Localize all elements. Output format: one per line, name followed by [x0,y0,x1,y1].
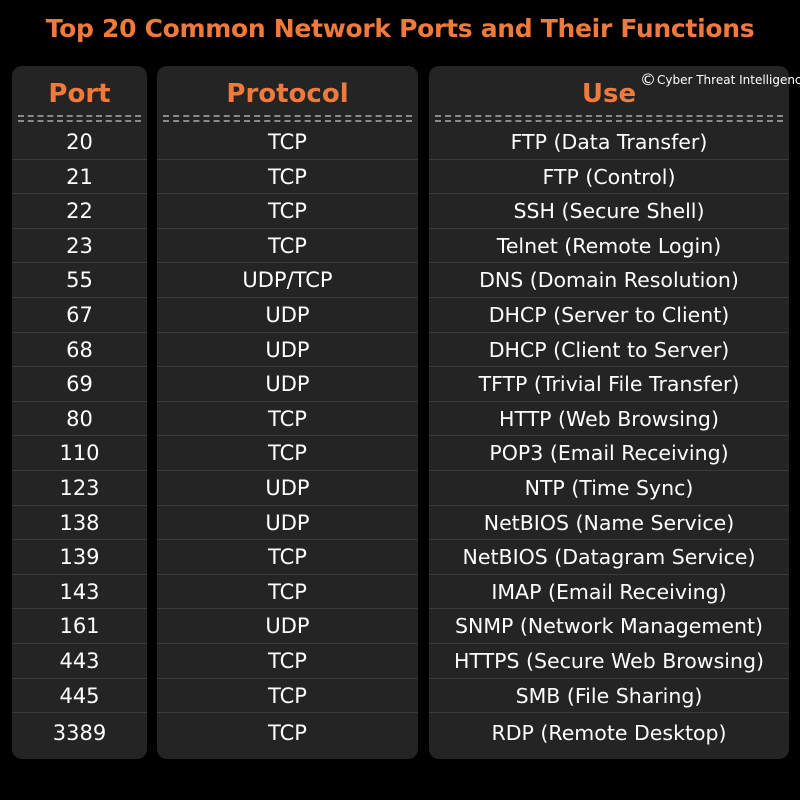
use-column-header: Use [581,79,637,109]
port-cell: 20 [12,125,147,160]
header-divider [435,115,783,117]
copyright-icon: © [640,70,656,89]
header-divider [163,120,412,122]
protocol-cell: TCP [157,679,418,714]
header-divider [18,120,141,122]
port-cell: 138 [12,506,147,541]
port-column: Port 20 21 22 23 55 67 68 69 80 110 123 138 139 143 16… [12,66,147,759]
header-divider [163,115,412,117]
port-cell: 143 [12,575,147,610]
use-cell: Telnet (Remote Login) [429,229,789,264]
protocol-cell: TCP [157,540,418,575]
use-cell: NetBIOS (Name Service) [429,506,789,541]
page-title: Top 20 Common Network Ports and Their Fu… [45,14,755,43]
use-cell: RDP (Remote Desktop) [491,721,727,746]
port-cell: 443 [12,644,147,679]
protocol-cell: TCP [157,125,418,160]
use-cell: FTP (Control) [429,160,789,195]
use-cell: SNMP (Network Management) [429,609,789,644]
port-cell: 21 [12,160,147,195]
use-cell: SMB (File Sharing) [429,679,789,714]
use-cell: DHCP (Server to Client) [429,298,789,333]
header-divider [18,115,141,117]
use-rows: FTP (Data Transfer) FTP (Control) SSH (Sec… [429,125,789,753]
use-cell: SSH (Secure Shell) [429,194,789,229]
use-cell: HTTPS (Secure Web Browsing) [429,644,789,679]
port-column-header: Port [48,79,111,109]
credit-watermark: ©Cyber Threat Intelligence [640,70,800,89]
use-cell: POP3 (Email Receiving) [429,436,789,471]
protocol-rows: TCP TCP TCP TCP UDP/TCP UDP UDP UDP TCP TCP UDP UDP… [157,125,418,753]
port-rows: 20 21 22 23 55 67 68 69 80 110 123 138 139 143 161 443 4… [12,125,147,753]
port-cell: 445 [12,679,147,714]
protocol-cell: TCP [157,194,418,229]
port-cell: 69 [12,367,147,402]
use-cell: NTP (Time Sync) [429,471,789,506]
port-cell: 161 [12,609,147,644]
port-cell: 67 [12,298,147,333]
protocol-cell: TCP [157,160,418,195]
protocol-cell: UDP [157,506,418,541]
port-cell: 55 [12,263,147,298]
protocol-cell: TCP [157,575,418,610]
protocol-cell: TCP [157,229,418,264]
use-cell: NetBIOS (Datagram Service) [429,540,789,575]
use-cell: IMAP (Email Receiving) [429,575,789,610]
protocol-cell: UDP [157,333,418,368]
use-cell: HTTP (Web Browsing) [429,402,789,437]
protocol-column-header: Protocol [226,79,349,109]
protocol-cell: TCP [157,402,418,437]
use-cell: FTP (Data Transfer) [429,125,789,160]
use-cell: TFTP (Trivial File Transfer) [429,367,789,402]
port-cell: 110 [12,436,147,471]
protocol-column: Protocol TCP TCP TCP TCP UDP/TCP UDP UDP UDP TCP… [157,66,418,759]
port-cell: 68 [12,333,147,368]
protocol-cell: TCP [157,436,418,471]
use-cell: DHCP (Client to Server) [429,333,789,368]
protocol-cell: TCP [157,644,418,679]
protocol-cell: UDP [157,471,418,506]
protocol-cell: TCP [268,721,307,746]
use-column: Use FTP (Data Transfer) FTP (Control) SSH … [429,66,789,759]
protocol-cell: UDP [157,367,418,402]
credit-text: Cyber Threat Intelligence [657,73,800,87]
protocol-cell: UDP/TCP [157,263,418,298]
port-cell: 3389 [52,721,107,746]
port-cell: 123 [12,471,147,506]
use-cell: DNS (Domain Resolution) [429,263,789,298]
protocol-cell: UDP [157,609,418,644]
port-cell: 139 [12,540,147,575]
header-divider [435,120,783,122]
port-cell: 23 [12,229,147,264]
protocol-cell: UDP [157,298,418,333]
port-cell: 80 [12,402,147,437]
port-cell: 22 [12,194,147,229]
